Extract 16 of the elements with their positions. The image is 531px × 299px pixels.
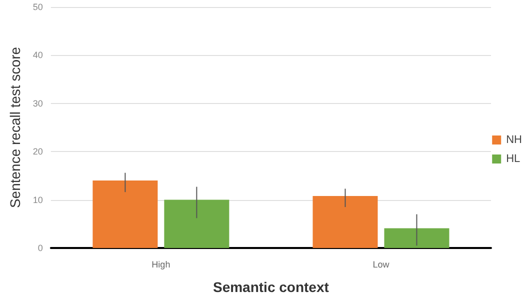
y-tick-label: 50 <box>32 2 43 12</box>
y-axis-title: Sentence recall test score <box>7 46 23 208</box>
y-tick-label: 30 <box>32 98 43 108</box>
y-tick-label: 10 <box>32 194 43 205</box>
legend-label: HL <box>506 153 520 165</box>
legend-label: NH <box>506 134 522 146</box>
bar <box>384 228 450 248</box>
bar <box>164 200 230 248</box>
y-tick-label: 40 <box>32 50 43 60</box>
x-tick-label: High <box>152 260 170 270</box>
bar <box>312 196 378 248</box>
bar <box>92 180 158 248</box>
y-tick-label: 20 <box>32 146 43 157</box>
y-tick-label: 0 <box>38 243 43 253</box>
x-axis-title: Semantic context <box>212 279 330 295</box>
x-tick-label: Low <box>372 260 390 270</box>
